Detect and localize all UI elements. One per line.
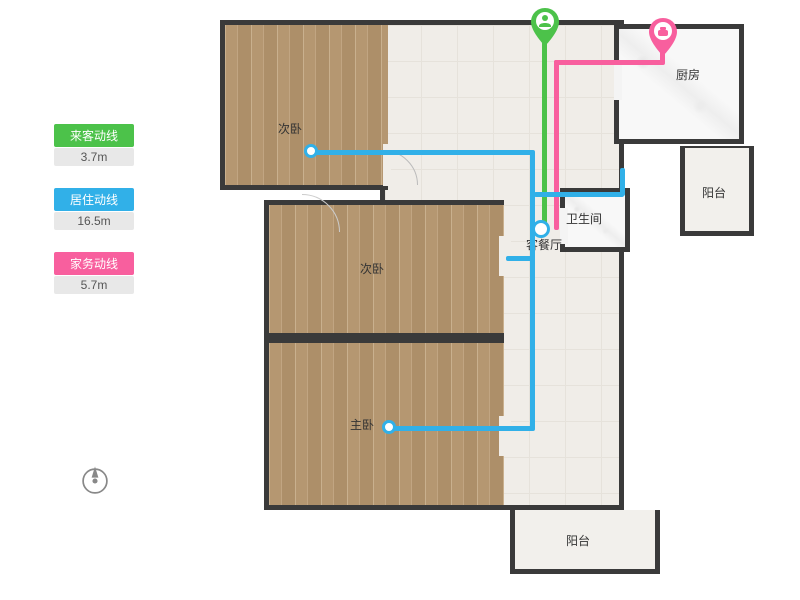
legend-panel: 来客动线 3.7m 居住动线 16.5m 家务动线 5.7m: [54, 124, 134, 316]
legend-item-chore: 家务动线 5.7m: [54, 252, 134, 294]
node-living: [532, 220, 550, 238]
label-bedroom-upper: 次卧: [278, 120, 302, 137]
route-res-h-right: [534, 192, 624, 197]
legend-label: 家务动线: [54, 252, 134, 275]
node-master: [382, 420, 396, 434]
room-bedroom-upper: [220, 20, 388, 190]
pin-chore: [648, 18, 678, 58]
floorplan: 次卧 次卧 主卧 客餐厅 厨房 卫生间 阳台 阳台: [210, 20, 770, 580]
legend-item-visitor: 来客动线 3.7m: [54, 124, 134, 166]
label-balcony-upper: 阳台: [702, 184, 726, 201]
route-res-h-top: [310, 150, 534, 155]
legend-value: 3.7m: [54, 148, 134, 166]
label-kitchen: 厨房: [676, 66, 700, 83]
route-res-v-right: [620, 168, 625, 196]
legend-label: 来客动线: [54, 124, 134, 147]
label-balcony-lower: 阳台: [566, 532, 590, 549]
route-chore-v1: [554, 60, 559, 230]
label-bedroom-middle: 次卧: [360, 260, 384, 277]
compass-icon: [78, 464, 112, 498]
room-kitchen: [614, 24, 744, 144]
label-master: 主卧: [350, 416, 374, 433]
label-bath: 卫生间: [566, 210, 602, 227]
route-res-h-mid: [506, 256, 534, 261]
route-chore-h1: [554, 60, 664, 65]
legend-item-resident: 居住动线 16.5m: [54, 188, 134, 230]
legend-value: 5.7m: [54, 276, 134, 294]
legend-value: 16.5m: [54, 212, 134, 230]
route-res-h-master: [390, 426, 535, 431]
legend-label: 居住动线: [54, 188, 134, 211]
pin-start: [530, 8, 560, 48]
node-bedroom-upper: [304, 144, 318, 158]
